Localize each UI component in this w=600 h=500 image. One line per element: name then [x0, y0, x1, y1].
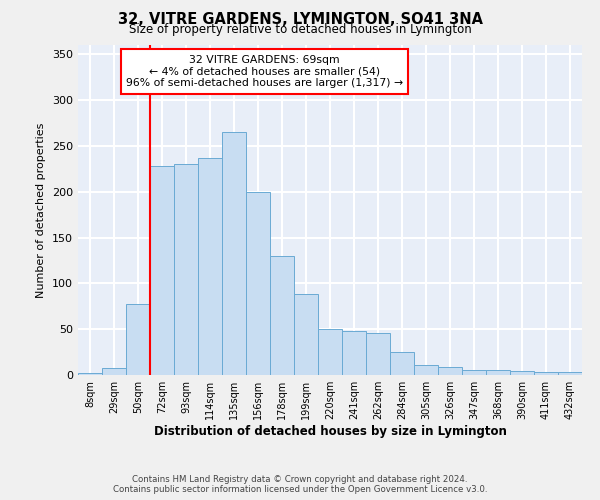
Bar: [342, 331, 366, 375]
Bar: [438, 367, 462, 375]
X-axis label: Distribution of detached houses by size in Lymington: Distribution of detached houses by size …: [154, 425, 506, 438]
Bar: [294, 294, 318, 375]
Text: 32, VITRE GARDENS, LYMINGTON, SO41 3NA: 32, VITRE GARDENS, LYMINGTON, SO41 3NA: [118, 12, 482, 28]
Bar: [198, 158, 222, 375]
Bar: [174, 164, 198, 375]
Bar: [318, 329, 342, 375]
Bar: [150, 166, 174, 375]
Bar: [486, 370, 510, 375]
Bar: [78, 373, 102, 375]
Bar: [222, 132, 246, 375]
Bar: [246, 192, 270, 375]
Bar: [102, 368, 126, 375]
Bar: [534, 372, 558, 375]
Bar: [270, 256, 294, 375]
Bar: [126, 304, 150, 375]
Text: Contains HM Land Registry data © Crown copyright and database right 2024.
Contai: Contains HM Land Registry data © Crown c…: [113, 474, 487, 494]
Bar: [510, 372, 534, 375]
Text: 32 VITRE GARDENS: 69sqm
← 4% of detached houses are smaller (54)
96% of semi-det: 32 VITRE GARDENS: 69sqm ← 4% of detached…: [126, 55, 403, 88]
Y-axis label: Number of detached properties: Number of detached properties: [37, 122, 46, 298]
Bar: [558, 372, 582, 375]
Bar: [462, 370, 486, 375]
Text: Size of property relative to detached houses in Lymington: Size of property relative to detached ho…: [128, 22, 472, 36]
Bar: [366, 333, 390, 375]
Bar: [414, 365, 438, 375]
Bar: [390, 352, 414, 375]
